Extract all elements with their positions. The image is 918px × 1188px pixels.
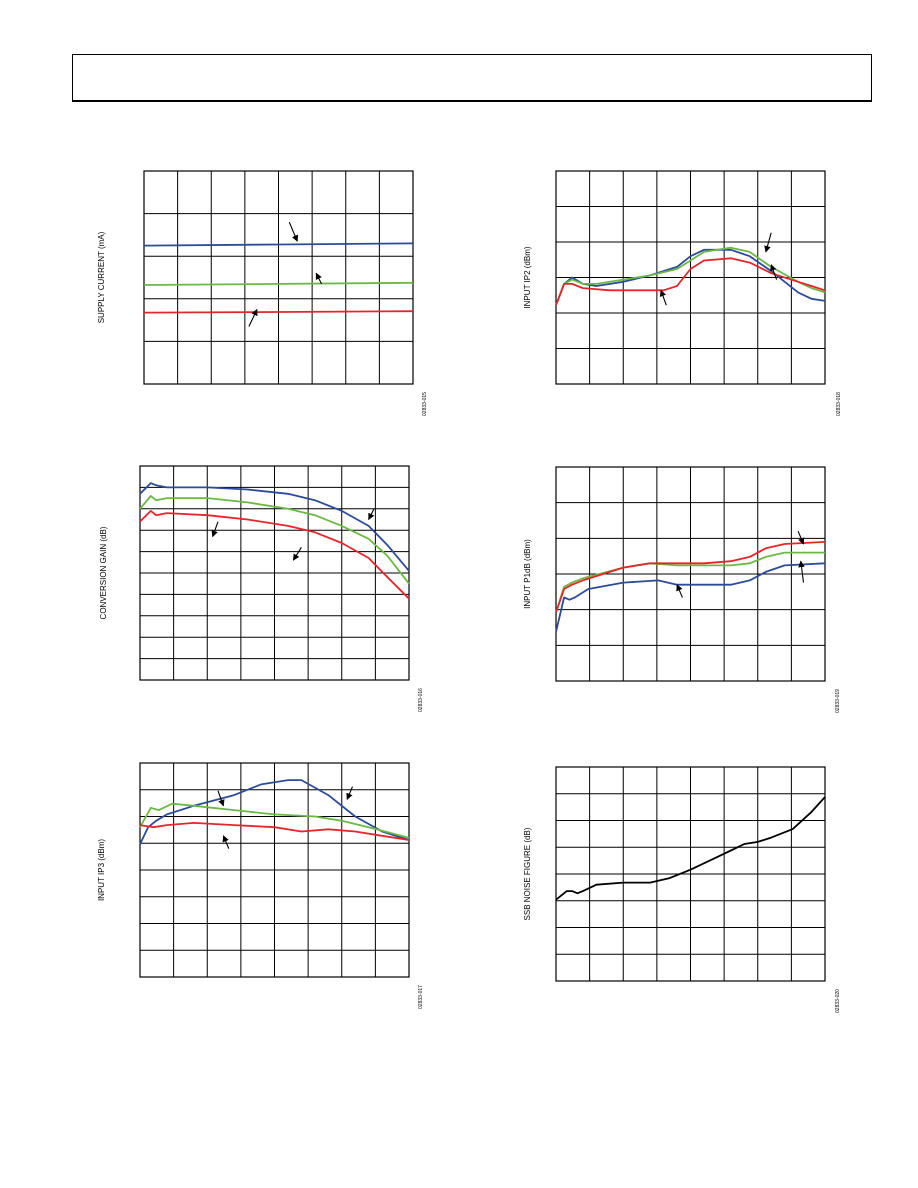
series-line-red — [555, 541, 826, 613]
y-axis-label: CONVERSION GAIN (dB) — [99, 526, 108, 619]
y-axis-label: SUPPLY CURRENT (mA) — [97, 231, 106, 323]
figure-code: 02833-018 — [836, 392, 842, 416]
annotation-arrow — [292, 547, 302, 561]
figure-code: 02833-019 — [835, 689, 841, 713]
chart-panel: SSB NOISE FIGURE (dB) 02833-020 — [523, 766, 841, 1013]
series-line-red — [143, 310, 414, 314]
series-line-green — [139, 495, 410, 585]
plot-frame — [143, 170, 414, 385]
plot-frame — [555, 766, 826, 982]
figure-code: 02833-015 — [422, 392, 428, 416]
series-line-green — [143, 281, 414, 286]
plot-frame — [139, 465, 410, 681]
annotation-arrow — [797, 530, 805, 545]
annotation-arrow — [676, 584, 683, 598]
chart-panel: CONVERSION GAIN (dB) 02833-016 — [99, 465, 424, 712]
annotation-arrow — [211, 521, 219, 538]
chart-panel: INPUT IP3 (dBm) 02833-017 — [97, 762, 424, 1009]
y-axis-label: INPUT IP3 (dBm) — [97, 839, 106, 901]
annotation-arrow — [248, 308, 258, 327]
figure-code: 02833-017 — [418, 985, 424, 1009]
annotation-arrow — [368, 508, 375, 521]
series-line-blue — [139, 482, 410, 572]
annotation-arrow — [798, 560, 805, 583]
annotation-arrow — [217, 790, 225, 807]
plot-frame — [555, 466, 826, 682]
y-axis-label: INPUT P1dB (dBm) — [523, 539, 532, 609]
page-header-box — [72, 54, 872, 102]
series-line-black — [555, 796, 826, 901]
series-line-blue — [143, 242, 414, 247]
plot-frame — [139, 762, 410, 978]
series-line-green — [139, 802, 410, 839]
annotation-arrow — [315, 272, 323, 285]
series-line-blue — [139, 779, 410, 845]
series-line-green — [555, 551, 825, 613]
figure-code: 02833-020 — [835, 989, 841, 1013]
annotation-arrow — [288, 221, 299, 242]
annotation-arrow — [222, 835, 230, 849]
annotation-arrow — [764, 232, 772, 253]
series-line-red — [555, 257, 826, 306]
chart-panel: INPUT P1dB (dBm) 02833-019 — [523, 466, 841, 713]
figure-code: 02833-016 — [418, 688, 424, 712]
series-line-blue — [555, 248, 826, 306]
series-line-red — [139, 822, 410, 841]
series-line-red — [139, 509, 410, 600]
annotation-arrow — [659, 289, 667, 306]
chart-panel: INPUT IP2 (dBm) 02833-018 — [523, 170, 842, 416]
annotation-arrow — [770, 264, 778, 280]
annotation-arrow — [346, 786, 354, 800]
y-axis-label: INPUT IP2 (dBm) — [523, 246, 532, 308]
plot-frame — [555, 170, 826, 385]
series-line-green — [555, 246, 826, 306]
y-axis-label: SSB NOISE FIGURE (dB) — [523, 827, 532, 920]
chart-panel: SUPPLY CURRENT (mA) 02833-015 — [97, 170, 428, 416]
